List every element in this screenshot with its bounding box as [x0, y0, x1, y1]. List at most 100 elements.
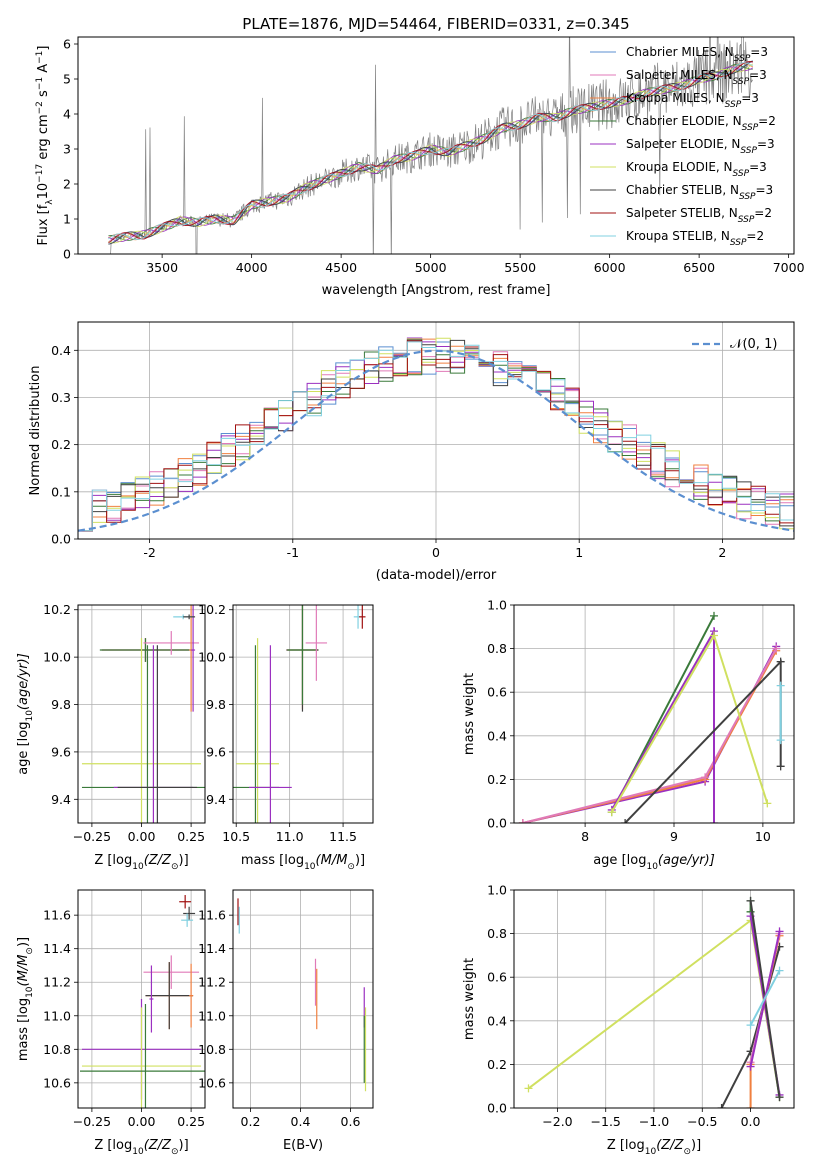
x-axis-label-part: age [log — [593, 853, 646, 868]
panel-mass-age: 10.5 11.0 11.5 9.4 9.6 9.8 10.0 10.2 mass [log10… — [198, 602, 374, 872]
axes-frame — [513, 604, 795, 824]
x-tick-label: 11.5 — [329, 829, 357, 844]
x-tick-label: 9 — [670, 829, 678, 844]
y-axis-label-part: mass [log — [16, 998, 31, 1061]
x-axis-label-part: (Z/Z — [144, 1138, 172, 1153]
x-axis-label-part: Z [log — [607, 1138, 645, 1153]
weight-line — [610, 627, 715, 823]
y-tick-label: 5 — [63, 72, 71, 87]
figure-title: PLATE=1876, MJD=54464, FIBERID=0331, z=0… — [242, 15, 629, 33]
x-axis-label-part: Z [log — [94, 853, 132, 868]
errorbars-z-age — [81, 605, 205, 823]
axes-frame — [513, 889, 795, 1109]
x-axis-label-part: )] — [179, 1138, 189, 1153]
weight-marker — [746, 1062, 755, 1071]
y-axis-label-part: −1 — [35, 51, 45, 64]
x-tick-label: 0.2 — [241, 1114, 261, 1129]
axes-frame — [232, 604, 374, 824]
weight-series — [607, 631, 772, 817]
legend-entry-part: Chabrier STELIB, N — [626, 183, 739, 197]
y-tick-label: 4 — [63, 107, 71, 122]
y-tick-label: 11.2 — [43, 975, 71, 990]
spectrum-model-line — [108, 63, 754, 244]
axes-frame — [77, 889, 206, 1109]
y-axis-label-part: ] — [36, 46, 51, 51]
weight-marker — [607, 808, 616, 817]
weight-marker — [775, 927, 784, 936]
y-tick-label: 0.3 — [51, 390, 71, 405]
y-tick-label: 11.0 — [43, 1008, 71, 1023]
legend-entry: Salpeter ELODIE, NSSP=3 — [626, 137, 775, 156]
x-tick-label: −0.25 — [73, 1114, 111, 1129]
legend-entry-part: Salpeter MILES, N — [626, 68, 733, 82]
legend-entry-part: SSP — [733, 169, 750, 179]
x-tick-label: 1 — [575, 545, 583, 560]
x-axis-label-part: )] — [179, 853, 189, 868]
legend-entry-part: SSP — [733, 77, 750, 87]
x-tick-label: 4000 — [236, 260, 268, 275]
y-axis-label-part: erg cm — [36, 114, 51, 163]
x-axis-label-part: ⊙ — [347, 862, 355, 872]
data-point — [81, 638, 202, 823]
data-point — [181, 913, 194, 927]
y-axis-label-part: 10 — [25, 986, 35, 998]
y-axis-label-part: −1 — [35, 77, 45, 90]
x-tick-label: −1.0 — [639, 1114, 669, 1129]
y-axis-label: age [log10(age/yr)] — [16, 653, 35, 775]
x-tick-label: 7000 — [773, 260, 805, 275]
y-axis-label: Normed distribution — [28, 366, 43, 496]
x-axis-label-part: 10 — [646, 862, 658, 872]
legend-entry-part: SSP — [725, 100, 742, 110]
y-axis-label: mass weight — [462, 958, 477, 1040]
legend-entry: Kroupa ELODIE, NSSP=3 — [626, 160, 767, 179]
panel-spectrum: 3500 4000 4500 5000 5500 6000 6500 7000 0 1 2 3 4 5 6 w… — [35, 36, 805, 298]
legend-entry-part: =2 — [758, 114, 776, 128]
y-tick-label: 10.6 — [198, 1075, 226, 1090]
y-tick-label: 0.4 — [51, 343, 71, 358]
x-tick-label: 0.25 — [177, 1114, 205, 1129]
x-tick-label: 0.4 — [291, 1114, 311, 1129]
legend-entry: Chabrier STELIB, NSSP=3 — [626, 183, 773, 202]
x-axis-label-part: (M/M — [316, 853, 348, 868]
weights-age-weight — [518, 611, 785, 823]
legend-entry-part: Chabrier ELODIE, N — [626, 114, 742, 128]
weight-series — [776, 681, 785, 745]
weight-marker — [621, 819, 630, 823]
axes-frame — [77, 604, 206, 824]
weight-marker — [763, 799, 772, 808]
x-tick-label: 5500 — [504, 260, 536, 275]
y-tick-label: 9.8 — [51, 697, 71, 712]
panel-z-weight: −2.0 −1.5 −1.0 −0.5 0.0 0.0 0.2 0.4 0.6 0.8 1.0 Z [… — [462, 883, 795, 1157]
y-axis-label-part: (age/yr)] — [16, 653, 31, 710]
data-point — [179, 895, 192, 909]
x-tick-label: −1.5 — [591, 1114, 621, 1129]
x-tick-label: 0.0 — [741, 1114, 761, 1129]
x-axis-label: (data-model)/error — [376, 568, 497, 583]
x-axis-label-part: (Z/Z — [656, 1138, 684, 1153]
weight-series — [621, 657, 785, 823]
y-tick-label: 0.6 — [487, 970, 507, 985]
x-tick-label: −0.25 — [73, 829, 111, 844]
y-tick-label: 11.4 — [198, 941, 226, 956]
y-axis-label: Flux [fλ10−17 erg cm−2 s−1 A−1] — [35, 46, 55, 246]
weight-marker — [518, 819, 527, 823]
y-axis-label-part: age [log — [16, 722, 31, 775]
legend-entry-part: Chabrier MILES, N — [626, 45, 734, 59]
axes-frame — [232, 889, 374, 1109]
x-axis-label-part: 10 — [132, 862, 144, 872]
data-point — [143, 955, 200, 989]
x-tick-label: 3500 — [146, 260, 178, 275]
errorbars-z-mass — [79, 895, 205, 1108]
weight-series — [607, 611, 718, 817]
legend-entry-part: Salpeter STELIB, N — [626, 206, 738, 220]
weight-marker — [746, 1021, 755, 1030]
weight-series — [518, 646, 781, 823]
y-tick-label: 1.0 — [487, 883, 507, 898]
spectrum-model-line — [108, 60, 753, 245]
legend-entry-part: (0, 1) — [742, 337, 777, 352]
x-axis-label: mass [log10(M/M⊙)] — [241, 853, 365, 872]
spectrum-model-line — [108, 62, 753, 241]
x-axis-label-part: 10 — [645, 1147, 657, 1157]
panel-ebv-mass: 0.2 0.4 0.6 10.6 10.8 11.0 11.2 11.4 11.6 E(B-V) — [198, 889, 374, 1153]
y-tick-label: 10.6 — [43, 1075, 71, 1090]
